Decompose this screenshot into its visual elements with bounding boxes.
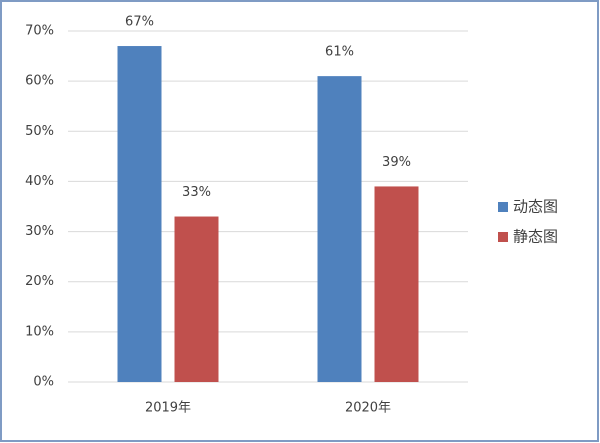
y-tick-label: 0%: [33, 375, 54, 390]
y-tick-label: 40%: [25, 174, 54, 189]
x-tick-label: 2020年: [345, 401, 391, 416]
y-tick-label: 10%: [25, 324, 54, 339]
bar: [117, 46, 162, 383]
y-tick-label: 50%: [25, 124, 54, 139]
legend-label: 静态图: [513, 228, 558, 246]
bar: [374, 186, 419, 382]
legend-swatch: [498, 202, 508, 212]
value-label: 67%: [125, 15, 154, 30]
y-tick-label: 60%: [25, 74, 54, 89]
legend-label: 动态图: [513, 198, 558, 216]
bar: [317, 76, 362, 382]
value-label: 33%: [182, 185, 211, 200]
value-label: 39%: [382, 155, 411, 170]
value-label: 61%: [325, 45, 354, 60]
x-tick-label: 2019年: [145, 401, 191, 416]
y-tick-label: 20%: [25, 274, 54, 289]
y-tick-label: 70%: [25, 24, 54, 39]
bar: [174, 216, 219, 382]
legend-swatch: [498, 232, 508, 242]
y-tick-label: 30%: [25, 224, 54, 239]
